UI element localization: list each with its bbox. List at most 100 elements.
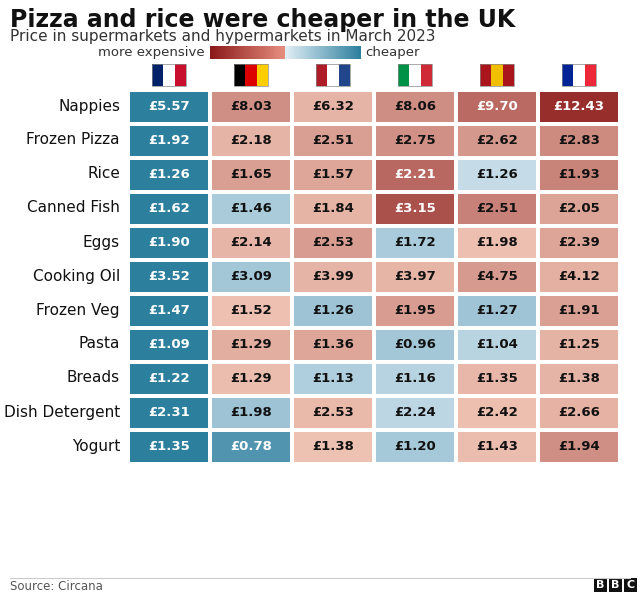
Bar (287, 46, 289, 59)
Bar (325, 46, 327, 59)
Bar (341, 46, 343, 59)
Bar (212, 228, 290, 258)
Text: £2.05: £2.05 (558, 202, 600, 215)
Text: £5.57: £5.57 (148, 100, 190, 113)
Text: £1.38: £1.38 (558, 373, 600, 385)
Bar (245, 64, 257, 86)
Bar (376, 92, 454, 122)
Bar (594, 578, 607, 592)
Bar (410, 64, 420, 86)
Text: £2.62: £2.62 (476, 134, 518, 148)
Bar (312, 46, 314, 59)
Bar (540, 262, 618, 292)
Bar (340, 46, 342, 59)
Bar (212, 330, 290, 360)
Bar (458, 296, 536, 326)
Text: Canned Fish: Canned Fish (27, 200, 120, 215)
Bar (279, 46, 280, 59)
Bar (218, 46, 220, 59)
Text: £2.75: £2.75 (394, 134, 436, 148)
Bar (609, 578, 622, 592)
Bar (540, 296, 618, 326)
Bar (349, 46, 351, 59)
Bar (266, 46, 268, 59)
Bar (130, 330, 208, 360)
Bar (326, 46, 328, 59)
Bar (314, 46, 316, 59)
Bar (240, 46, 242, 59)
Bar (248, 46, 250, 59)
Bar (175, 64, 186, 86)
Bar (212, 46, 214, 59)
Bar (255, 46, 257, 59)
Bar (219, 46, 221, 59)
Bar (562, 64, 573, 86)
Bar (294, 398, 372, 428)
Bar (212, 126, 290, 156)
Bar (236, 46, 238, 59)
Text: £3.15: £3.15 (394, 202, 436, 215)
Bar (319, 46, 321, 59)
Bar (152, 64, 186, 86)
Bar (376, 432, 454, 462)
Bar (323, 46, 324, 59)
Bar (257, 64, 268, 86)
Bar (398, 64, 432, 86)
Text: £1.16: £1.16 (394, 373, 436, 385)
Text: £2.18: £2.18 (230, 134, 272, 148)
Text: £9.70: £9.70 (476, 100, 518, 113)
Bar (239, 46, 241, 59)
Bar (294, 330, 372, 360)
Bar (350, 46, 352, 59)
Bar (221, 46, 223, 59)
Bar (335, 46, 337, 59)
Bar (540, 364, 618, 394)
Bar (458, 126, 536, 156)
Bar (321, 46, 323, 59)
Bar (256, 46, 258, 59)
Text: £8.03: £8.03 (230, 100, 272, 113)
Text: £1.26: £1.26 (312, 304, 354, 317)
Bar (130, 194, 208, 224)
Bar (281, 46, 283, 59)
Bar (376, 262, 454, 292)
Text: more expensive: more expensive (99, 46, 205, 59)
Bar (354, 46, 356, 59)
Bar (257, 46, 259, 59)
Bar (215, 46, 217, 59)
Bar (269, 46, 271, 59)
Bar (540, 330, 618, 360)
Bar (227, 46, 229, 59)
Bar (214, 46, 216, 59)
Text: £1.38: £1.38 (312, 440, 354, 454)
Bar (376, 330, 454, 360)
Bar (152, 64, 163, 86)
Text: £1.36: £1.36 (312, 338, 354, 352)
Bar (130, 432, 208, 462)
Bar (355, 46, 357, 59)
Text: £1.35: £1.35 (148, 440, 190, 454)
Bar (212, 262, 290, 292)
Text: £2.14: £2.14 (230, 236, 272, 250)
Text: Frozen Pizza: Frozen Pizza (26, 133, 120, 148)
Text: £1.84: £1.84 (312, 202, 354, 215)
Bar (420, 64, 432, 86)
Text: £8.06: £8.06 (394, 100, 436, 113)
Bar (337, 46, 339, 59)
Bar (294, 262, 372, 292)
Bar (130, 92, 208, 122)
Bar (492, 64, 502, 86)
Bar (227, 46, 228, 59)
Bar (289, 46, 291, 59)
Bar (294, 296, 372, 326)
Bar (295, 46, 297, 59)
Bar (261, 46, 263, 59)
Bar (212, 398, 290, 428)
Bar (315, 46, 317, 59)
Text: £1.22: £1.22 (148, 373, 190, 385)
Text: £3.52: £3.52 (148, 271, 190, 283)
Text: £1.27: £1.27 (476, 304, 518, 317)
Bar (294, 160, 372, 190)
Bar (296, 46, 298, 59)
Bar (244, 46, 246, 59)
